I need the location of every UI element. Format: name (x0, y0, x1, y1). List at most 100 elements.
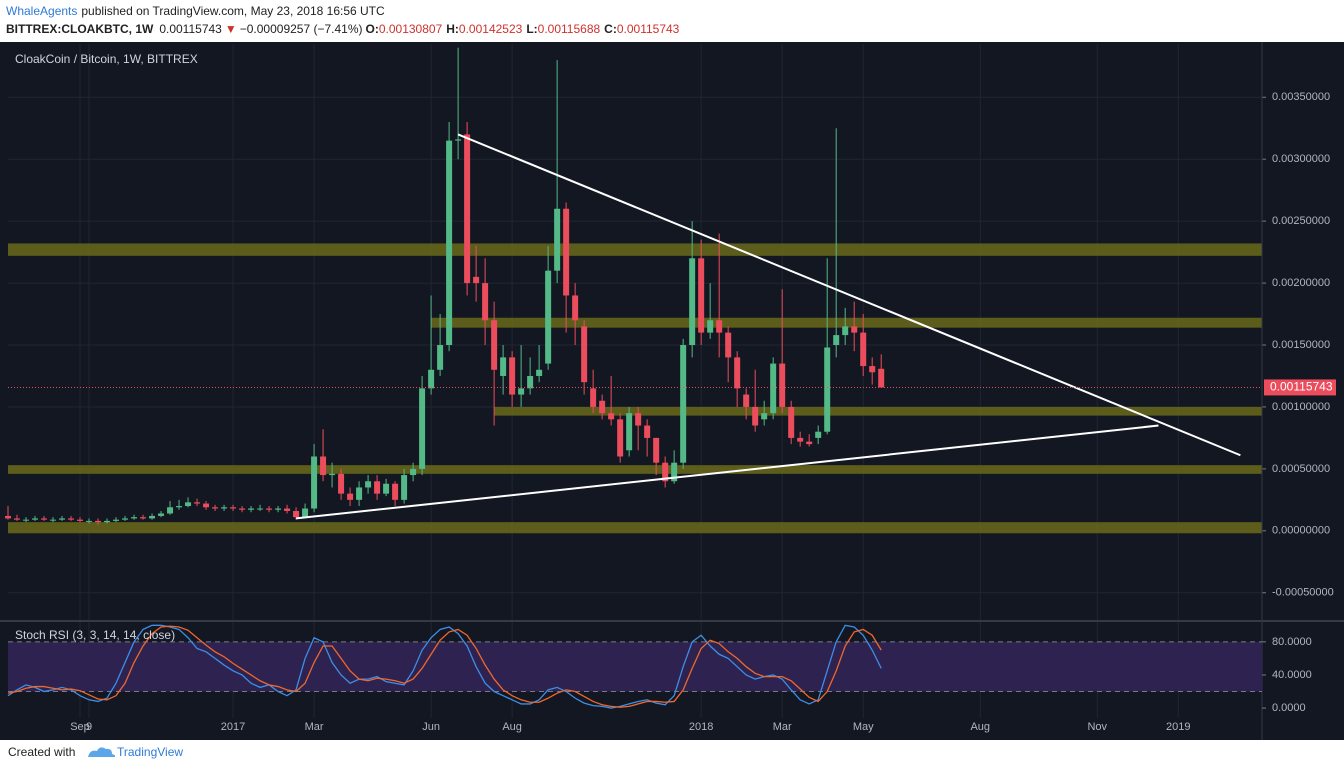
x-tick-label: Nov (1087, 721, 1107, 733)
candle-body (293, 510, 300, 518)
candle-body (320, 456, 327, 476)
tradingview-logo[interactable] (88, 747, 116, 757)
candle-body (113, 519, 120, 521)
candle-body (761, 413, 768, 420)
candle-body (482, 283, 489, 321)
symbol: BITTREX:CLOAKBTC, 1W (6, 22, 154, 36)
y-tick-label: 80.0000 (1272, 636, 1312, 648)
candle-body (518, 388, 525, 395)
plot: Sep 2017 Mar Jun Aug 9 2018 Mar May Aug Nov 2019 -0.… (0, 42, 1344, 740)
candle-body (878, 368, 885, 388)
y-tick-label: 0.00000000 (1272, 525, 1330, 537)
header-bg (0, 0, 1344, 42)
candle-body (257, 508, 264, 510)
candle-body (464, 134, 471, 284)
h-value: 0.00142523 (459, 22, 523, 36)
candle-body (662, 462, 669, 482)
author[interactable]: WhaleAgents (6, 4, 77, 18)
candle-body (617, 419, 624, 457)
candle-body (32, 518, 39, 520)
x-tick-label: 9 (86, 721, 92, 733)
candle-body (752, 406, 759, 426)
c-value: 0.00115743 (617, 22, 680, 36)
x-tick-label: Aug (502, 721, 522, 733)
candle-body (95, 520, 102, 523)
candle-body (185, 502, 192, 507)
candle-body (653, 437, 660, 463)
candle-body (788, 406, 795, 438)
candle-body (77, 519, 84, 521)
candle-body (347, 493, 354, 500)
arrow: ▼ (225, 22, 237, 36)
candle-body (68, 518, 75, 520)
header-line-1: WhaleAgents published on TradingView.com,… (6, 4, 385, 18)
c-label: C: (604, 22, 617, 36)
candle-body (5, 515, 11, 519)
candle-body (536, 369, 543, 376)
candle-body (716, 320, 723, 333)
x-tick-label: Aug (970, 721, 990, 733)
candle-body (419, 388, 426, 469)
candle-body (635, 413, 642, 426)
candle-body (437, 345, 444, 370)
candle-body (815, 431, 822, 438)
candle-body (374, 481, 381, 494)
candle-body (644, 425, 651, 438)
candle-body (446, 140, 453, 346)
candle-body (608, 413, 615, 420)
zone (8, 243, 1262, 256)
trendline (295, 424, 1159, 520)
footer-bg (0, 740, 1344, 771)
candle-body (500, 357, 507, 376)
candle-body (869, 366, 876, 373)
last-price: 0.00115743 (159, 22, 222, 36)
last-price-label: 0.00115743 (1270, 380, 1333, 394)
candle-body (680, 345, 687, 463)
x-tick-label: May (853, 721, 874, 733)
candle-body (698, 258, 705, 333)
candle-body (581, 326, 588, 383)
candle-body (239, 508, 246, 510)
y-tick-label: 0.00100000 (1272, 401, 1330, 413)
candle-body (50, 519, 57, 521)
y-tick-label: 0.00200000 (1272, 277, 1330, 289)
candle-body (401, 475, 408, 500)
candle-body (41, 518, 48, 520)
y-tick-label: 0.00300000 (1272, 153, 1330, 165)
candle-body (86, 520, 93, 522)
candle-body (338, 473, 345, 494)
candle-body (365, 481, 372, 488)
zone (431, 317, 1263, 328)
candle-body (473, 276, 480, 284)
candle-body (176, 506, 183, 508)
candle-body (509, 357, 516, 395)
chart-bg (0, 42, 1344, 740)
candle-body (671, 462, 678, 482)
candle-body (410, 468, 417, 476)
candle-body (131, 517, 138, 519)
candle-body (329, 473, 336, 476)
candle-body (851, 326, 858, 333)
zone (494, 406, 1262, 416)
x-tick-label: 2019 (1166, 721, 1190, 733)
l-value: 0.00115688 (538, 22, 601, 36)
x-tick-label: Mar (305, 721, 324, 733)
candle-body (527, 375, 534, 389)
candle-body (842, 326, 849, 336)
candle-body (194, 502, 201, 504)
candle-body (563, 208, 570, 296)
candle-body (221, 507, 228, 509)
y-tick-label: 0.00350000 (1272, 91, 1330, 103)
published: published on TradingView.com, May 23, 20… (81, 4, 385, 18)
footer-brand[interactable]: TradingView (117, 745, 183, 759)
change: −0.00009257 (−7.41%) (240, 22, 363, 36)
chart-title: CloakCoin / Bitcoin, 1W, BITTREX (15, 52, 198, 66)
panel-title: Stoch RSI (3, 3, 14, 14, close) (15, 628, 175, 642)
candle-body (743, 394, 750, 407)
candle-body (806, 441, 813, 445)
y-tick-label: 0.00050000 (1272, 463, 1330, 475)
candle-body (23, 519, 30, 521)
y-tick-label: 40.0000 (1272, 669, 1312, 681)
candle-body (491, 320, 498, 370)
last-price-box (1264, 379, 1336, 396)
